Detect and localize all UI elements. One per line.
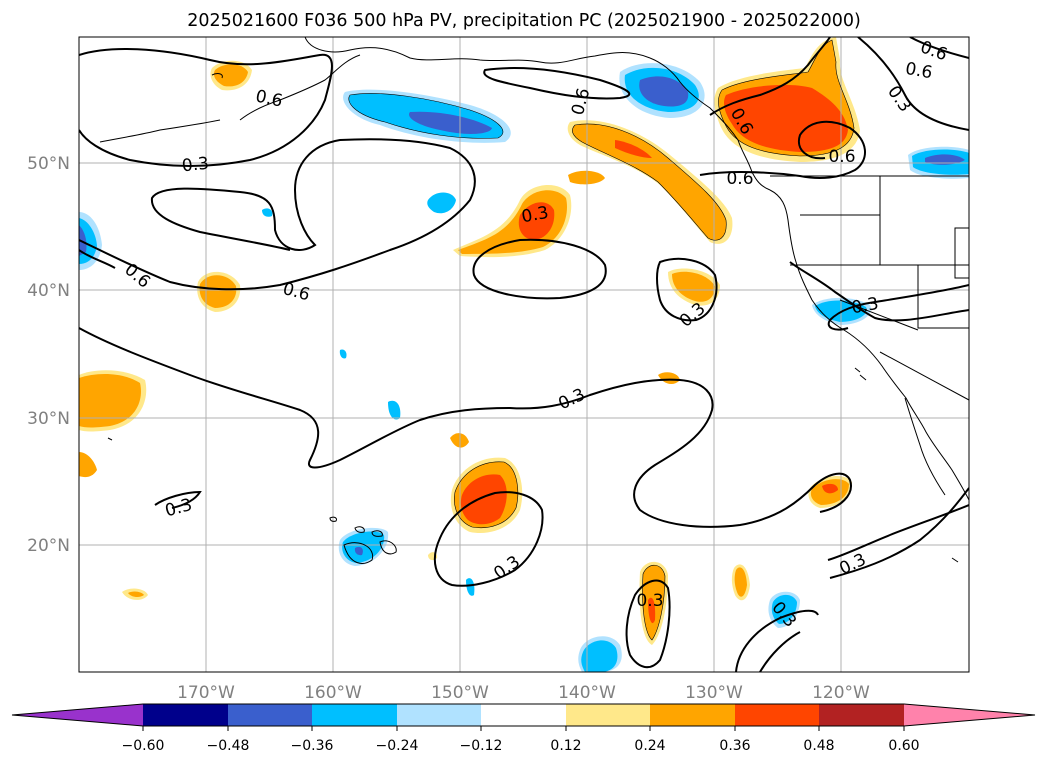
colorbar-tick-label: 0.24	[634, 738, 665, 754]
lon-label-130w: 130°W	[685, 683, 743, 703]
colorbar-ticks	[142, 726, 905, 731]
lon-label-160w: 160°W	[304, 683, 362, 703]
colorbar-segment	[650, 704, 735, 726]
lon-label-170w: 170°W	[177, 683, 235, 703]
colorbar-extend-high	[904, 704, 1035, 726]
contour-label: 0.6	[904, 59, 934, 83]
contour-label: 0.3	[520, 203, 550, 227]
colorbar-tick-label: 0.36	[719, 738, 750, 754]
colorbar-segment	[819, 704, 904, 726]
colorbar-segment	[481, 704, 566, 726]
lat-label-40n: 40°N	[27, 281, 70, 301]
colorbar: −0.60 −0.48 −0.36 −0.24 −0.12 0.12 0.24 …	[11, 703, 1036, 754]
colorbar-segment	[312, 704, 397, 726]
colorbar-segment	[228, 704, 312, 726]
colorbar-tick-label: −0.12	[460, 738, 503, 754]
colorbar-segment	[566, 704, 650, 726]
latitude-labels: 50°N 40°N 30°N 20°N	[27, 154, 70, 556]
contour-label: 0.3	[850, 294, 880, 318]
lon-label-120w: 120°W	[812, 683, 870, 703]
lat-label-20n: 20°N	[27, 536, 70, 556]
colorbar-tick-label: 0.48	[803, 738, 834, 754]
colorbar-segment	[397, 704, 481, 726]
figure-title: 2025021600 F036 500 hPa PV, precipitatio…	[187, 11, 861, 31]
contour-label: 0.3	[636, 591, 663, 611]
colorbar-segment	[143, 704, 228, 726]
contour-label: 0.6	[828, 147, 855, 167]
contour-label: 0.6	[726, 169, 753, 189]
lat-label-30n: 30°N	[27, 409, 70, 429]
colorbar-tick-label: 0.12	[550, 738, 581, 754]
precip-anomaly-fills	[79, 37, 969, 672]
longitude-labels: 170°W 160°W 150°W 140°W 130°W 120°W	[177, 683, 870, 703]
colorbar-tick-label: 0.60	[888, 738, 919, 754]
lon-label-150w: 150°W	[431, 683, 489, 703]
pv-contours	[79, 37, 969, 672]
contour-label: 0.3	[181, 154, 210, 177]
colorbar-segment	[735, 704, 819, 726]
lat-label-50n: 50°N	[27, 154, 70, 174]
precip-edges	[348, 39, 855, 641]
colorbar-tick-label: −0.24	[376, 738, 419, 754]
map-frame	[78, 36, 970, 673]
lon-label-140w: 140°W	[558, 683, 616, 703]
colorbar-extend-low	[12, 704, 143, 726]
colorbar-tick-label: −0.60	[122, 738, 165, 754]
colorbar-tick-label: −0.36	[291, 738, 334, 754]
colorbar-tick-label: −0.48	[207, 738, 250, 754]
